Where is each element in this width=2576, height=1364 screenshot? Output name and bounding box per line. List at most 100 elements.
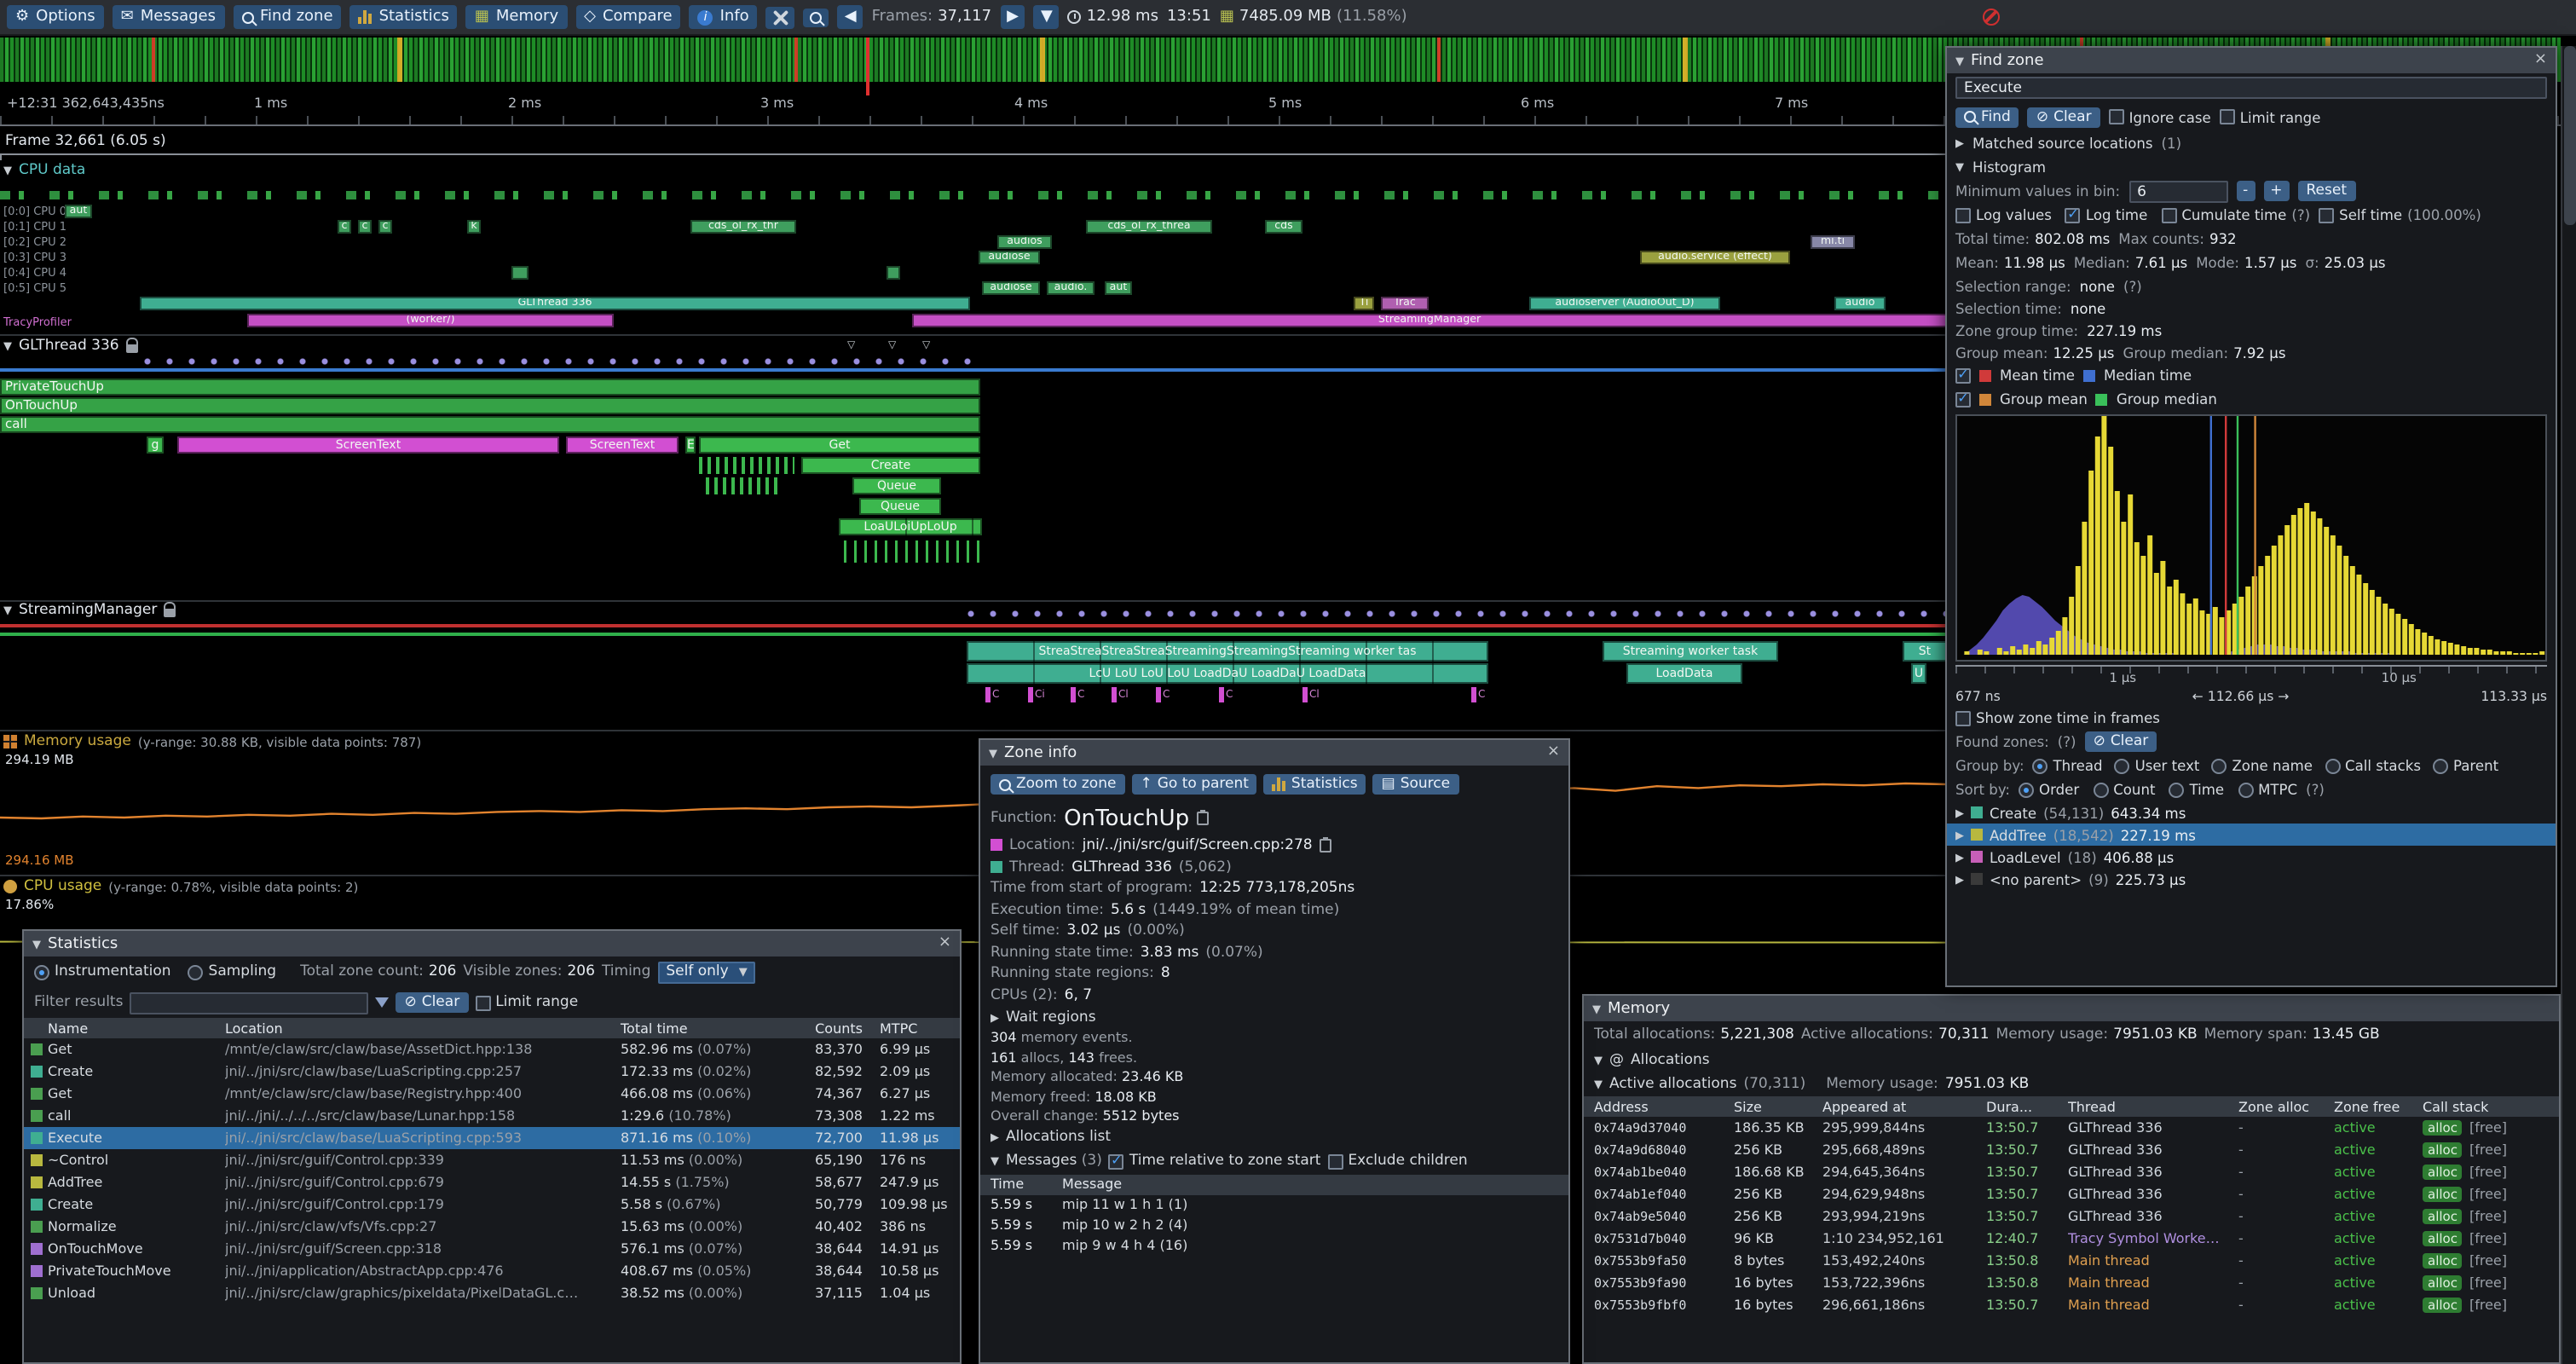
alloc-callstack-button[interactable]: alloc [2423, 1298, 2463, 1313]
stream-tick[interactable]: C [985, 687, 999, 704]
free-callstack-button[interactable]: [free] [2469, 1231, 2507, 1246]
stream-zone[interactable]: LoadData [1626, 663, 1742, 684]
go-to-parent-button[interactable]: ↑ Go to parent [1131, 774, 1257, 795]
cpu-zone[interactable]: GLThread 336 [140, 297, 970, 310]
prev-frame-button[interactable]: ◀ [837, 5, 863, 29]
histogram-toggle[interactable]: ▼ Histogram [1955, 159, 2047, 176]
cpu-zone[interactable]: audioserver (AudioOut_D) [1529, 297, 1720, 310]
zone-source-location[interactable]: jni/../jni/src/guif/Screen.cpp:278 [1082, 836, 1313, 853]
allocations-list-toggle[interactable]: ▶ Allocations list [991, 1129, 1112, 1146]
limit-range-checkbox[interactable]: ✓Limit range [475, 994, 578, 1011]
statistics-titlebar[interactable]: ▼ Statistics × [24, 931, 960, 957]
table-row[interactable]: AddTree jni/../jni/src/guif/Control.cpp:… [24, 1171, 960, 1194]
group-by-radio[interactable]: Parent [2433, 757, 2498, 774]
statistics-button[interactable]: Statistics [349, 5, 458, 29]
free-callstack-button[interactable]: [free] [2469, 1275, 2507, 1291]
flame-zone[interactable]: ScreenText [566, 436, 679, 454]
table-row[interactable]: Execute jni/../jni/src/claw/base/LuaScri… [24, 1127, 960, 1149]
frame-select-button[interactable]: ▼ [1033, 5, 1060, 29]
allocation-row[interactable]: 0x7553b9fbf0 16 bytes 296,661,186ns 13:5… [1584, 1294, 2559, 1316]
memory-titlebar[interactable]: ▼ Memory [1584, 996, 2559, 1021]
cpu-zone[interactable]: Ti [1354, 297, 1374, 310]
flame-zone[interactable] [844, 540, 980, 563]
allocation-row[interactable]: 0x74ab1ef040 256 KB 294,629,948ns 13:50.… [1584, 1183, 2559, 1205]
alloc-callstack-button[interactable]: alloc [2423, 1120, 2463, 1136]
timing-select[interactable]: Self only ▼ [657, 961, 756, 983]
messages-button[interactable]: ✉ Messages [112, 5, 224, 29]
table-row[interactable]: Unload jni/../jni/src/claw/graphics/pixe… [24, 1282, 960, 1304]
found-zone-row[interactable]: ▶ AddTree (18,542) 227.19 ms [1947, 824, 2556, 846]
mode-radio[interactable]: Sampling [188, 963, 276, 980]
table-row[interactable]: Create jni/../jni/src/guif/Control.cpp:1… [24, 1194, 960, 1216]
alloc-callstack-button[interactable]: alloc [2423, 1187, 2463, 1202]
active-allocations-toggle[interactable]: ▼ Active allocations (70,311) Memory usa… [1594, 1076, 2030, 1093]
message-marker-icon[interactable]: ▽ [888, 339, 897, 351]
stream-tick[interactable]: Ci [1028, 687, 1045, 704]
table-row[interactable]: Get /mnt/e/claw/src/claw/base/Registry.h… [24, 1083, 960, 1105]
cpu-zone[interactable]: StreamingManager [912, 314, 1947, 327]
table-row[interactable]: Normalize jni/../jni/src/claw/vfs/Vfs.cp… [24, 1216, 960, 1238]
alloc-callstack-button[interactable]: alloc [2423, 1231, 2463, 1246]
sort-by-radio[interactable]: MTPC [2238, 781, 2297, 798]
mean-time-checkbox[interactable]: ✓ [1955, 367, 1971, 383]
message-row[interactable]: 5.59 s mip 11 w 1 h 1 (1) [980, 1194, 1568, 1215]
histogram-option-checkbox[interactable]: ✓Self time(100.00%) [2319, 206, 2481, 223]
free-callstack-button[interactable]: [free] [2469, 1142, 2507, 1158]
cpu-zone[interactable]: audio [1834, 297, 1886, 310]
table-row[interactable]: Get /mnt/e/claw/src/claw/base/AssetDict.… [24, 1038, 960, 1061]
info-button[interactable]: i Info [689, 5, 758, 29]
stream-tick[interactable]: C [1071, 687, 1084, 704]
histogram-option-checkbox[interactable]: ✓Cumulate time(?) [2161, 206, 2310, 223]
cpu-zone[interactable]: audio. [1047, 281, 1095, 295]
stream-zone[interactable]: LcU LoU LoU LoU LoadDaU LoadDaU LoadData [967, 663, 1488, 684]
allocation-row[interactable]: 0x74a9d68040 256 KB 295,668,489ns 13:50.… [1584, 1139, 2559, 1161]
tools-button[interactable] [765, 6, 795, 28]
cpu-zone[interactable] [887, 266, 900, 280]
free-callstack-button[interactable]: [free] [2469, 1298, 2507, 1313]
messages-label[interactable]: Messages (3) [1006, 1153, 1102, 1170]
table-row[interactable]: Create jni/../jni/src/claw/base/LuaScrip… [24, 1061, 960, 1083]
sort-by-radio[interactable]: Time [2169, 781, 2224, 798]
matched-sources-toggle[interactable]: ▶ Matched source locations (1) [1955, 135, 2182, 152]
options-button[interactable]: ⚙ Options [7, 5, 104, 29]
stream-tick[interactable]: C [1471, 687, 1485, 704]
compare-button[interactable]: ◇ Compare [575, 5, 681, 29]
close-icon[interactable]: × [1546, 743, 1560, 760]
clear-button[interactable]: ⊘ Clear [2027, 107, 2100, 127]
decrement-button[interactable]: - [2236, 181, 2255, 201]
allocations-toggle[interactable]: ▼ @ Allocations [1594, 1052, 1710, 1069]
group-mean-checkbox[interactable]: ✓ [1955, 391, 1971, 407]
allocation-row[interactable]: 0x7553b9fa50 8 bytes 153,492,240ns 13:50… [1584, 1250, 2559, 1272]
zoom-tool-button[interactable] [803, 8, 829, 26]
memory-button[interactable]: ▦ Memory [465, 5, 568, 29]
table-row[interactable]: ~Control jni/../jni/src/guif/Control.cpp… [24, 1149, 960, 1171]
exclude-children-checkbox[interactable]: ✓Exclude children [1327, 1153, 1468, 1170]
close-icon[interactable]: × [2533, 51, 2547, 68]
wait-regions-toggle[interactable]: ▶ Wait regions [991, 1009, 1096, 1026]
group-by-radio[interactable]: Zone name [2211, 757, 2313, 774]
flame-zone[interactable] [706, 477, 781, 494]
free-callstack-button[interactable]: [free] [2469, 1120, 2507, 1136]
flame-zone[interactable] [699, 457, 794, 474]
filter-input[interactable] [130, 991, 369, 1014]
close-icon[interactable]: × [938, 934, 951, 951]
free-callstack-button[interactable]: [free] [2469, 1165, 2507, 1180]
cpu-zone[interactable]: Trac [1381, 297, 1429, 310]
zone-info-titlebar[interactable]: ▼ Zone info × [980, 740, 1568, 766]
message-row[interactable]: 5.59 s mip 9 w 4 h 4 (16) [980, 1235, 1568, 1256]
zone-time-histogram[interactable] [1955, 414, 2547, 662]
alloc-callstack-button[interactable]: alloc [2423, 1253, 2463, 1269]
funnel-icon[interactable] [375, 997, 390, 1008]
alloc-callstack-button[interactable]: alloc [2423, 1275, 2463, 1291]
group-by-radio[interactable]: Call stacks [2325, 757, 2421, 774]
flame-zone[interactable]: Get [699, 436, 980, 454]
cpu-zone[interactable]: cds_ol_rx_threa [1086, 220, 1212, 234]
histogram-option-checkbox[interactable]: ✓Log values [1955, 206, 2057, 223]
cpu-zone[interactable]: k [467, 220, 481, 234]
allocation-row[interactable]: 0x7531d7b040 96 KB 1:10 234,952,161 12:4… [1584, 1228, 2559, 1250]
next-frame-button[interactable]: ▶ [1000, 5, 1025, 29]
stream-zone[interactable]: St [1903, 641, 1947, 662]
flame-zone[interactable]: LoaULoiUpLoUp [839, 518, 982, 535]
gl-zone[interactable]: OnTouchUp [0, 397, 980, 414]
main-scrollbar[interactable] [2561, 46, 2576, 1364]
